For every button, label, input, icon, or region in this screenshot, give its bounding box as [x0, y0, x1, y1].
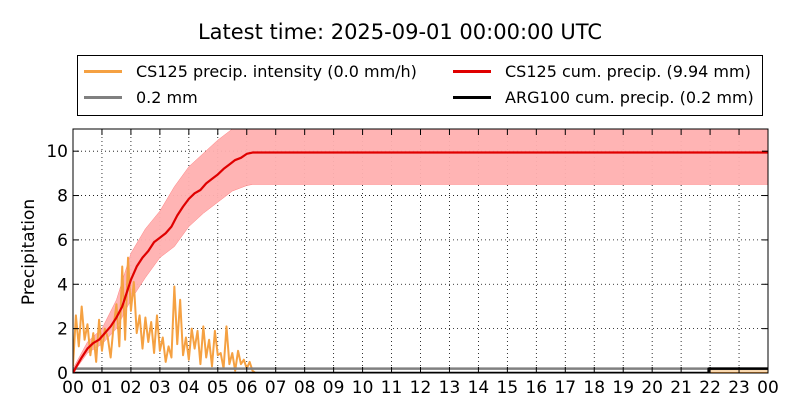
y-tick-label: 10 [46, 142, 68, 162]
x-tick-label: 14 [468, 378, 490, 398]
x-tick-label: 02 [120, 378, 142, 398]
x-tick-label: 03 [149, 378, 171, 398]
x-tick-label: 04 [178, 378, 200, 398]
y-tick-label: 0 [57, 364, 68, 384]
series-cs125-cum [73, 151, 768, 373]
x-tick-label: 23 [728, 378, 750, 398]
x-tick-label: 19 [612, 378, 634, 398]
x-tick-label: 13 [439, 378, 461, 398]
series-arg100-cum [73, 367, 768, 373]
x-tick-label: 17 [554, 378, 576, 398]
y-tick-label: 4 [57, 275, 68, 295]
arg100-fill [708, 368, 768, 373]
legend-swatch-orange [84, 70, 122, 73]
x-tick-label: 15 [497, 378, 519, 398]
legend-label: 0.2 mm [136, 88, 198, 107]
x-tick-label: 10 [352, 378, 374, 398]
x-tick-label: 11 [381, 378, 403, 398]
x-tick-label: 18 [583, 378, 605, 398]
x-tick-label: 09 [323, 378, 345, 398]
legend-swatch-gray [84, 96, 122, 99]
chart-title: Latest time: 2025-09-01 00:00:00 UTC [197, 20, 603, 44]
legend-label: ARG100 cum. precip. (0.2 mm) [505, 88, 754, 107]
x-tick-label: 00 [757, 378, 779, 398]
x-tick-label: 01 [91, 378, 113, 398]
x-tick-label: 07 [265, 378, 287, 398]
x-tick-label: 22 [699, 378, 721, 398]
x-tick-label: 08 [294, 378, 316, 398]
y-tick-label: 2 [57, 320, 68, 340]
legend-item-threshold: 0.2 mm [84, 88, 198, 107]
legend-item-cs125-intensity: CS125 precip. intensity (0.0 mm/h) [84, 62, 417, 81]
legend-item-arg100-cum: ARG100 cum. precip. (0.2 mm) [453, 88, 754, 107]
x-tick-label: 05 [207, 378, 229, 398]
y-tick-label: 8 [57, 187, 68, 207]
legend: CS125 precip. intensity (0.0 mm/h) CS125… [77, 55, 763, 116]
x-tick-label: 16 [526, 378, 548, 398]
x-tick-label: 20 [641, 378, 663, 398]
series-cs125-intensity [73, 256, 768, 373]
y-tick-label: 6 [57, 231, 68, 251]
x-tick-label: 06 [236, 378, 258, 398]
x-tick-label: 21 [670, 378, 692, 398]
legend-label: CS125 precip. intensity (0.0 mm/h) [136, 62, 417, 81]
legend-swatch-red [453, 70, 491, 73]
legend-swatch-black [453, 96, 491, 99]
legend-label: CS125 cum. precip. (9.94 mm) [505, 62, 751, 81]
x-tick-label: 12 [410, 378, 432, 398]
legend-item-cs125-cum: CS125 cum. precip. (9.94 mm) [453, 62, 751, 81]
x-tick-label: 00 [62, 378, 84, 398]
